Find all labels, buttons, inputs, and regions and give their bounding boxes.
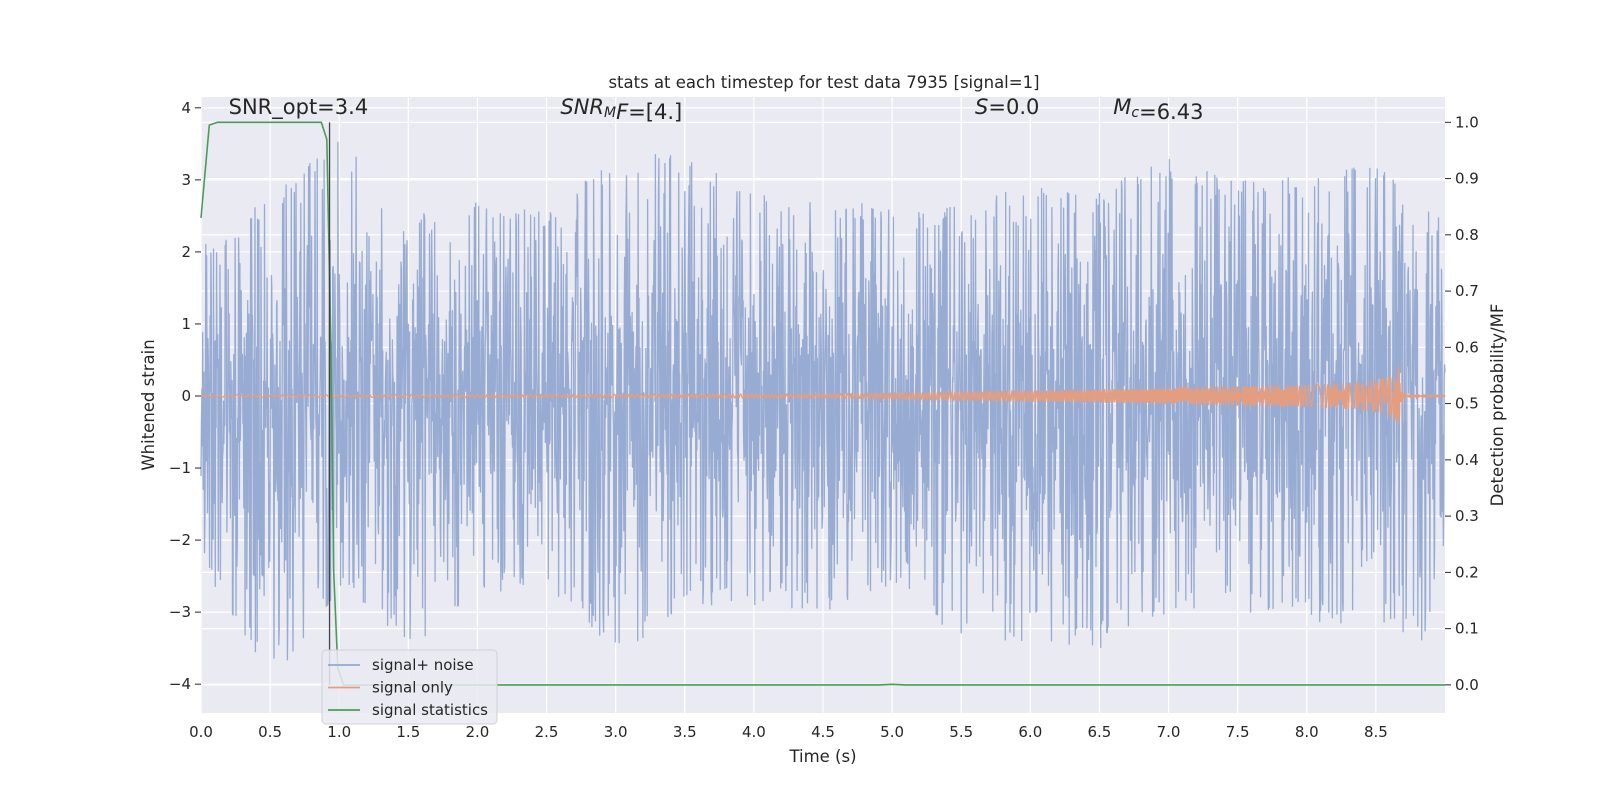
legend-entry: signal only: [372, 679, 453, 697]
y-tick-label-right: 0.8: [1455, 226, 1479, 244]
annotation-chirp-mass: Mc=6.43: [1113, 95, 1203, 124]
y-tick-label-left: 4: [181, 99, 191, 117]
x-tick-label: 0.5: [258, 723, 282, 741]
annotation-snr-mf: SNRMF=[4.]: [560, 95, 682, 124]
y-tick-label-left: 3: [181, 171, 191, 189]
y-tick-label-right: 0.9: [1455, 170, 1479, 188]
x-tick-label: 3.5: [673, 723, 697, 741]
annotation-snr-opt: SNR_opt=3.4: [229, 95, 369, 120]
x-tick-label: 5.5: [949, 723, 973, 741]
y-tick-label-left: 0: [181, 387, 191, 405]
legend-box: [321, 649, 498, 725]
y-tick-label-right: 0.2: [1455, 563, 1479, 581]
x-tick-label: 2.5: [535, 723, 559, 741]
x-tick-label: 8.5: [1364, 723, 1388, 741]
x-tick-label: 7.0: [1157, 723, 1181, 741]
y-tick-label-right: 0.4: [1455, 451, 1479, 469]
x-tick-label: 4.0: [742, 723, 766, 741]
y-tick-label-left: −1: [169, 459, 191, 477]
series-line-signal-noise: [200, 141, 1446, 661]
x-tick-label: 2.0: [466, 723, 490, 741]
x-tick-label: 5.0: [880, 723, 904, 741]
y-tick-label-right: 0.0: [1455, 676, 1479, 694]
chart-title: stats at each timestep for test data 793…: [608, 73, 1039, 92]
x-tick-label: 7.5: [1226, 723, 1250, 741]
x-tick-label: 1.5: [396, 723, 420, 741]
x-tick-label: 6.5: [1088, 723, 1112, 741]
legend-entry: signal statistics: [372, 701, 488, 719]
y-tick-label-right: 0.1: [1455, 620, 1479, 638]
annotation-layer: SNR_opt=3.4 SNRMF=[4.] S=0.0 Mc=6.43: [229, 95, 1204, 124]
x-axis-label: Time (s): [788, 747, 856, 766]
x-tick-label: 6.0: [1018, 723, 1042, 741]
y-tick-label-right: 0.3: [1455, 507, 1479, 525]
y-tick-label-left: 2: [181, 243, 191, 261]
y-tick-label-left: −2: [169, 531, 191, 549]
y-tick-label-left: −3: [169, 603, 191, 621]
y-tick-label-right: 1.0: [1455, 113, 1479, 131]
y-tick-label-right: 0.6: [1455, 338, 1479, 356]
axes-layer: 0.0 0.5 1.0 1.5 2.0 2.5 3.0 3.5 4.0 4.5 5.0 5.5 6.0 6…: [169, 99, 1479, 741]
y-tick-label-right: 0.5: [1455, 395, 1479, 413]
series-line-signal-only: [200, 366, 1446, 425]
x-tick-label: 8.0: [1295, 723, 1319, 741]
y-tick-label-right: 0.7: [1455, 282, 1479, 300]
y-tick-label-left: 1: [181, 315, 191, 333]
x-tick-label: 4.5: [811, 723, 835, 741]
legend-entry: signal+ noise: [372, 656, 474, 674]
x-tick-label: 1.0: [327, 723, 351, 741]
y-axis-label-right: Detection probability/MF: [1488, 304, 1507, 507]
x-tick-label: 3.0: [604, 723, 628, 741]
annotation-s-stat: S=0.0: [975, 95, 1039, 119]
y-tick-label-left: −4: [169, 675, 191, 693]
x-tick-label: 0.0: [189, 723, 213, 741]
y-axis-label-left: Whitened strain: [139, 339, 158, 470]
legend: signal+ noise signal only signal statistic…: [321, 649, 498, 725]
